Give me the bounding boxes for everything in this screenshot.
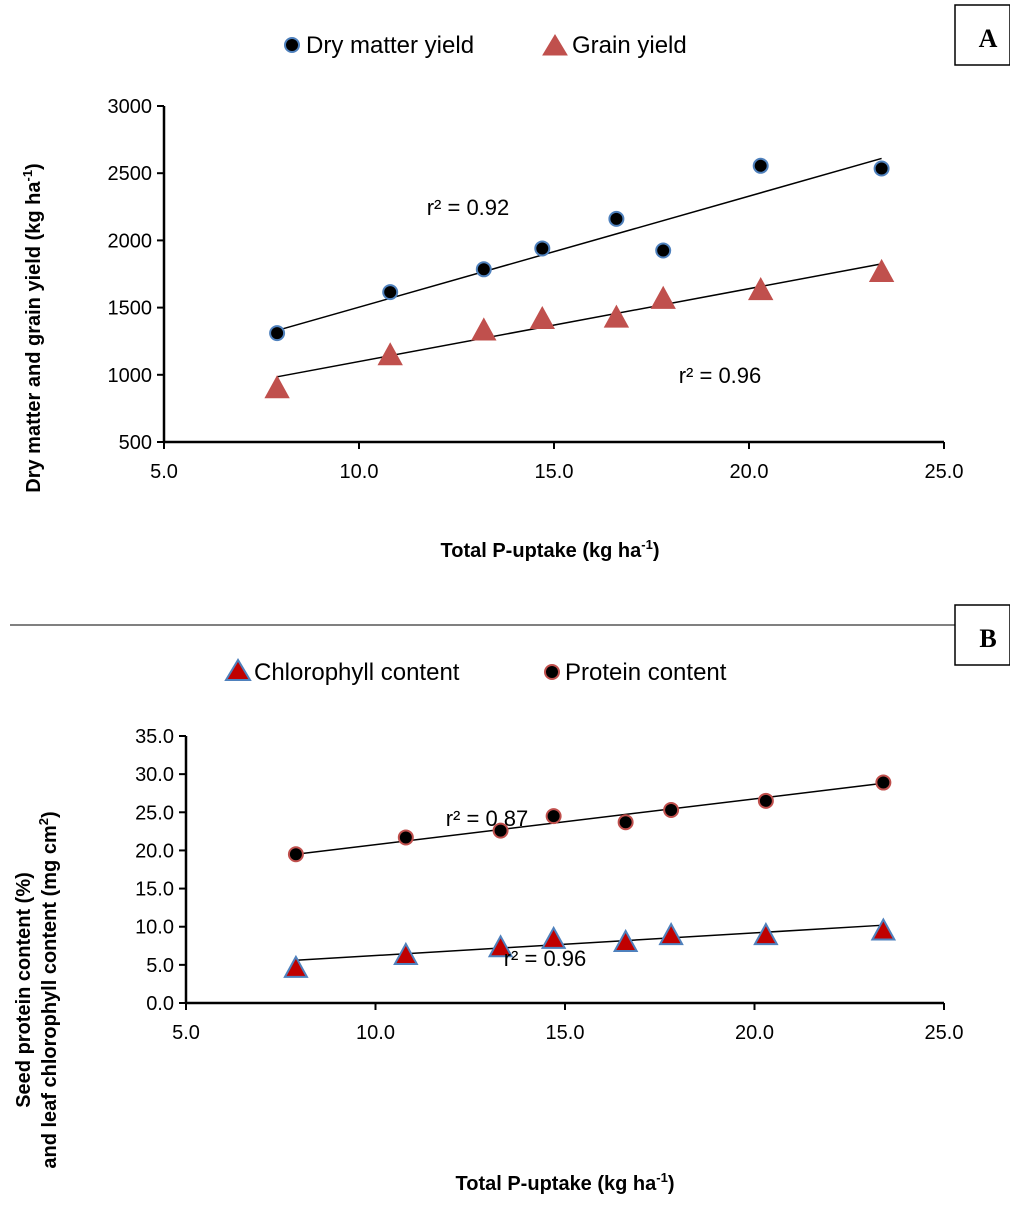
x-tick-label: 20.0 — [735, 1022, 774, 1044]
data-point-chlorophyll-content — [393, 941, 419, 965]
data-point-chlorophyll-content — [658, 922, 684, 946]
x-tick-label: 10.0 — [356, 1022, 395, 1044]
data-point-protein-content — [287, 846, 304, 863]
y-axis-title-a: Dry matter and grain yield (kg ha-1) — [20, 163, 45, 492]
data-point-protein-content — [757, 792, 774, 809]
data-point-protein-content — [492, 822, 509, 839]
x-tick-label: 25.0 — [925, 461, 964, 483]
legend-marker-dry-matter — [284, 37, 300, 53]
y-tick-label: 25.0 — [135, 802, 174, 824]
data-point-dry-matter-yield — [475, 261, 492, 278]
r2-label-chlorophyll-content: r² = 0.87 — [446, 806, 529, 831]
y-tick-label: 35.0 — [135, 726, 174, 748]
y-tick-label: 1500 — [108, 298, 153, 320]
legend-label-chlorophyll: Chlorophyll content — [254, 659, 460, 686]
legend-label-protein: Protein content — [565, 659, 727, 686]
trendline-protein-content — [295, 782, 884, 855]
y-axis-title-b-line2: and leaf chlorophyll content (mg cm2) — [36, 811, 61, 1168]
legend-marker-chlorophyll — [224, 658, 252, 681]
data-point-protein-content — [617, 814, 634, 831]
data-point-chlorophyll-content — [540, 925, 567, 949]
data-point-dry-matter-yield — [752, 157, 769, 174]
panel-label-b: B — [979, 624, 996, 653]
panel-label-a: A — [979, 24, 998, 53]
x-tick-label: 25.0 — [925, 1022, 964, 1044]
x-tick-label: 5.0 — [150, 461, 178, 483]
x-axis-title-a: Total P-uptake (kg ha-1) — [441, 537, 660, 562]
chart-a: A Dry matter yield Grain yield Total P-u… — [20, 4, 1010, 562]
data-point-dry-matter-yield — [382, 284, 399, 301]
data-point-chlorophyll-content — [753, 922, 779, 946]
data-point-grain-yield — [650, 285, 676, 309]
data-point-dry-matter-yield — [269, 325, 286, 342]
y-axis-title-b-line1: Seed protein content (%) — [13, 872, 35, 1108]
r2-label-grain-yield: r² = 0.96 — [679, 363, 762, 388]
data-point-dry-matter-yield — [608, 210, 625, 227]
y-tick-label: 30.0 — [135, 764, 174, 786]
panel-label-box-b — [954, 604, 1010, 666]
x-tick-label: 5.0 — [172, 1022, 200, 1044]
y-tick-label: 500 — [119, 432, 152, 454]
trendline-dry-matter-yield — [276, 157, 882, 332]
y-tick-label: 0.0 — [146, 993, 174, 1015]
x-tick-label: 20.0 — [730, 461, 769, 483]
y-tick-label: 2000 — [108, 230, 153, 252]
data-point-grain-yield — [471, 317, 497, 341]
data-point-grain-yield — [264, 375, 290, 399]
legend-marker-grain — [542, 34, 568, 56]
data-point-grain-yield — [603, 304, 630, 328]
x-tick-label: 15.0 — [535, 461, 574, 483]
y-tick-label: 3000 — [108, 96, 153, 118]
x-tick-label: 15.0 — [546, 1022, 585, 1044]
x-axis-title-b: Total P-uptake (kg ha-1) — [456, 1170, 675, 1195]
legend-label-grain: Grain yield — [572, 32, 687, 59]
data-point-dry-matter-yield — [655, 242, 672, 259]
data-point-protein-content — [397, 829, 414, 846]
legend-label-dry-matter: Dry matter yield — [306, 32, 474, 59]
y-tick-label: 10.0 — [135, 917, 174, 939]
y-tick-label: 2500 — [108, 163, 153, 185]
trendline-chlorophyll-content — [295, 924, 884, 962]
chart-b: B Chlorophyll content Protein content To… — [13, 604, 1010, 1195]
data-point-chlorophyll-content — [487, 934, 514, 958]
panel-label-box-a — [954, 4, 1010, 66]
data-point-chlorophyll-content — [612, 928, 639, 952]
y-tick-label: 1000 — [108, 365, 153, 387]
data-point-grain-yield — [868, 258, 895, 282]
r2-label-protein-content: r² = 0.96 — [504, 946, 587, 971]
data-point-protein-content — [545, 808, 562, 825]
data-point-chlorophyll-content — [870, 917, 897, 941]
data-point-grain-yield — [377, 342, 403, 366]
data-point-dry-matter-yield — [873, 160, 890, 177]
y-tick-label: 5.0 — [146, 955, 174, 977]
data-point-grain-yield — [529, 305, 555, 330]
data-point-protein-content — [663, 801, 680, 818]
x-tick-label: 10.0 — [340, 461, 379, 483]
data-point-grain-yield — [748, 277, 774, 301]
r2-label-dry-matter-yield: r² = 0.92 — [427, 195, 510, 220]
data-point-protein-content — [875, 774, 892, 791]
y-tick-label: 20.0 — [135, 840, 174, 862]
data-point-chlorophyll-content — [283, 954, 309, 978]
y-tick-label: 15.0 — [135, 879, 174, 901]
trendline-grain-yield — [276, 263, 882, 378]
data-point-dry-matter-yield — [534, 240, 551, 257]
legend-marker-protein — [544, 664, 560, 680]
